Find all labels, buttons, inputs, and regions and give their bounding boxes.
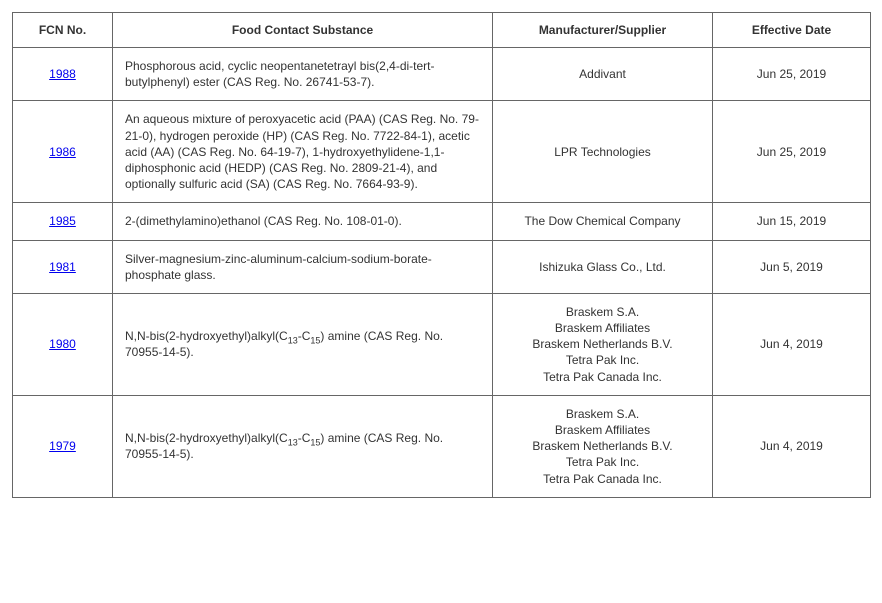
manufacturer-cell: Braskem S.A. Braskem Affiliates Braskem … — [493, 293, 713, 395]
col-header-fcn: FCN No. — [13, 13, 113, 48]
col-header-manufacturer: Manufacturer/Supplier — [493, 13, 713, 48]
fcn-link[interactable]: 1980 — [49, 337, 76, 351]
date-cell: Jun 15, 2019 — [713, 203, 871, 240]
substance-cell: An aqueous mixture of peroxyacetic acid … — [113, 101, 493, 203]
manufacturer-cell: Braskem S.A. Braskem Affiliates Braskem … — [493, 395, 713, 497]
date-cell: Jun 5, 2019 — [713, 240, 871, 293]
fcn-link[interactable]: 1985 — [49, 214, 76, 228]
table-body: 1988 Phosphorous acid, cyclic neopentane… — [13, 48, 871, 498]
table-header: FCN No. Food Contact Substance Manufactu… — [13, 13, 871, 48]
date-cell: Jun 4, 2019 — [713, 293, 871, 395]
date-cell: Jun 25, 2019 — [713, 101, 871, 203]
col-header-date: Effective Date — [713, 13, 871, 48]
manufacturer-cell: LPR Technologies — [493, 101, 713, 203]
table-row: 1986 An aqueous mixture of peroxyacetic … — [13, 101, 871, 203]
substance-cell: N,N-bis(2-hydroxyethyl)alkyl(C13-C15) am… — [113, 293, 493, 395]
table-row: 1985 2-(dimethylamino)ethanol (CAS Reg. … — [13, 203, 871, 240]
fcn-link[interactable]: 1981 — [49, 260, 76, 274]
fcn-link[interactable]: 1979 — [49, 439, 76, 453]
substance-cell: Phosphorous acid, cyclic neopentanetetra… — [113, 48, 493, 101]
table-row: 1980 N,N-bis(2-hydroxyethyl)alkyl(C13-C1… — [13, 293, 871, 395]
manufacturer-cell: Addivant — [493, 48, 713, 101]
substance-cell: N,N-bis(2-hydroxyethyl)alkyl(C13-C15) am… — [113, 395, 493, 497]
table-row: 1988 Phosphorous acid, cyclic neopentane… — [13, 48, 871, 101]
table-row: 1979 N,N-bis(2-hydroxyethyl)alkyl(C13-C1… — [13, 395, 871, 497]
substance-cell: 2-(dimethylamino)ethanol (CAS Reg. No. 1… — [113, 203, 493, 240]
manufacturer-cell: Ishizuka Glass Co., Ltd. — [493, 240, 713, 293]
manufacturer-cell: The Dow Chemical Company — [493, 203, 713, 240]
substance-cell: Silver-magnesium-zinc-aluminum-calcium-s… — [113, 240, 493, 293]
fcn-link[interactable]: 1986 — [49, 145, 76, 159]
fcn-link[interactable]: 1988 — [49, 67, 76, 81]
table-row: 1981 Silver-magnesium-zinc-aluminum-calc… — [13, 240, 871, 293]
date-cell: Jun 4, 2019 — [713, 395, 871, 497]
col-header-substance: Food Contact Substance — [113, 13, 493, 48]
date-cell: Jun 25, 2019 — [713, 48, 871, 101]
fcn-table: FCN No. Food Contact Substance Manufactu… — [12, 12, 871, 498]
